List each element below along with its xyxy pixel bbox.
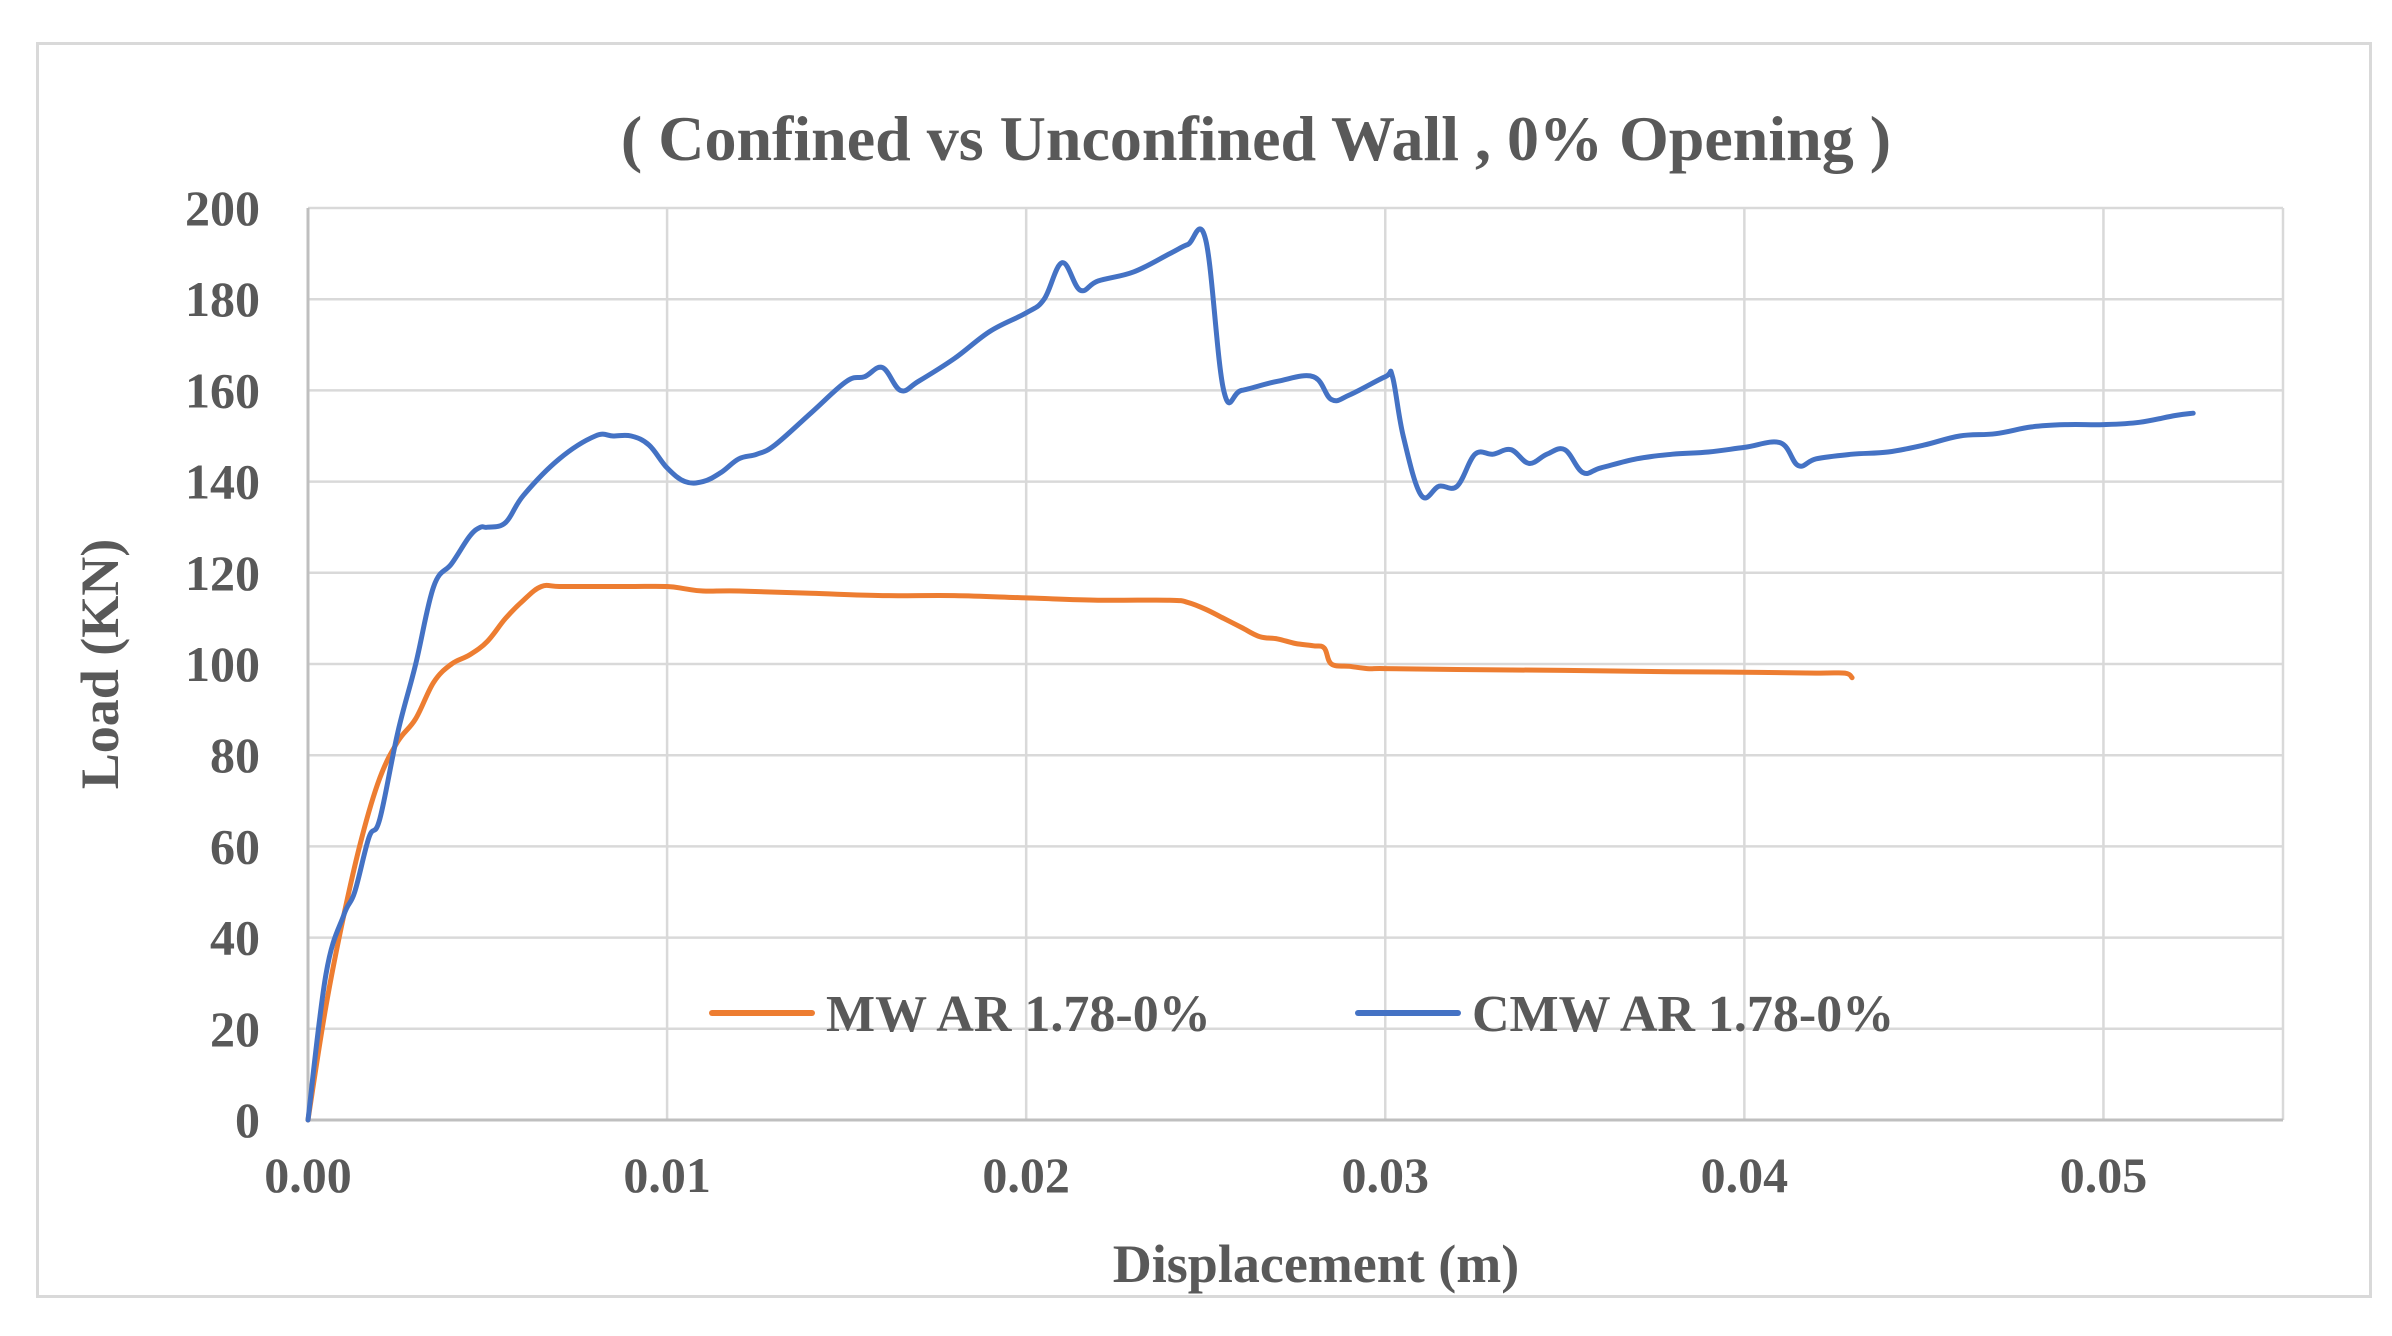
x-tick-label: 0.00	[264, 1147, 352, 1203]
y-tick-label: 180	[185, 271, 260, 327]
y-tick-label: 80	[210, 727, 260, 783]
y-tick-label: 20	[210, 1001, 260, 1057]
axes	[306, 208, 2283, 1122]
y-tick-labels: 0 20 40 60 80 100 120 140 160 180 200	[185, 180, 260, 1148]
y-tick-label: 140	[185, 454, 260, 510]
legend: MW AR 1.78-0% CMW AR 1.78-0%	[709, 986, 1894, 1043]
y-tick-label: 60	[210, 818, 260, 874]
y-tick-label: 120	[185, 545, 260, 601]
x-tick-label: 0.05	[2060, 1147, 2148, 1203]
chart-area	[36, 42, 2372, 1298]
x-axis-title: Displacement (m)	[1113, 1234, 1519, 1294]
series-line-mw	[305, 582, 1855, 1123]
x-tick-labels: 0.00 0.01 0.02 0.03 0.04 0.05	[264, 1147, 2147, 1203]
x-tick-label: 0.01	[623, 1147, 711, 1203]
x-tick-label: 0.03	[1342, 1147, 1430, 1203]
legend-label: MW AR 1.78-0%	[826, 986, 1211, 1043]
x-tick-label: 0.02	[982, 1147, 1070, 1203]
plot-lines	[305, 226, 2196, 1123]
gridlines	[308, 206, 2285, 1120]
y-tick-label: 160	[185, 362, 260, 418]
series-line-cmw	[305, 226, 2196, 1123]
y-tick-label: 100	[185, 636, 260, 692]
x-tick-label: 0.04	[1701, 1147, 1789, 1203]
chart-title: ( Confined vs Unconfined Wall , 0% Openi…	[621, 103, 1891, 174]
y-tick-label: 40	[210, 910, 260, 966]
y-tick-label: 0	[235, 1092, 260, 1148]
y-tick-label: 200	[185, 180, 260, 236]
legend-label: CMW AR 1.78-0%	[1472, 986, 1894, 1043]
y-axis-title: Load (KN)	[70, 539, 130, 790]
